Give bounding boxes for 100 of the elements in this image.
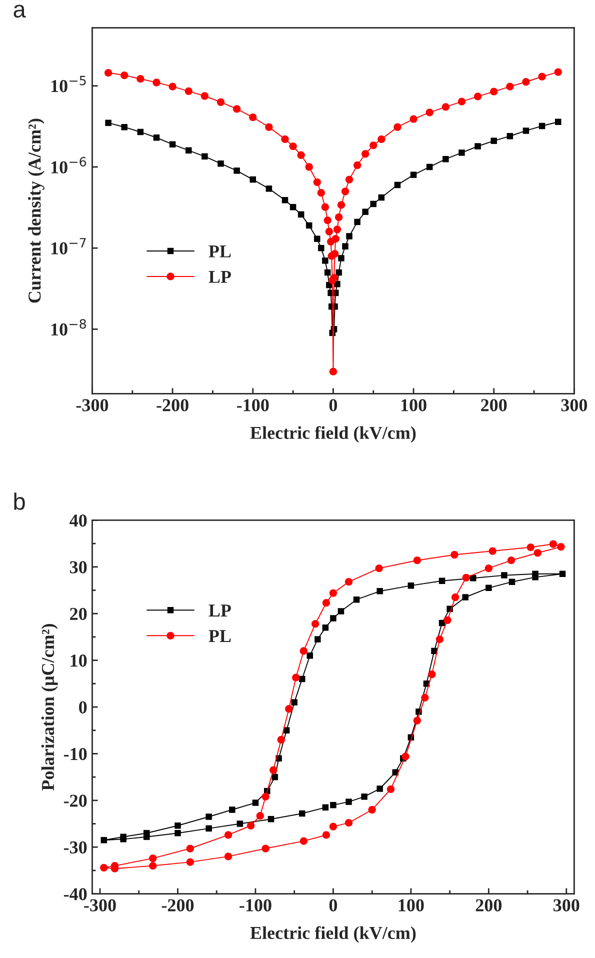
point: [236, 820, 244, 827]
point: [344, 578, 353, 586]
point: [306, 652, 314, 659]
point: [324, 216, 332, 224]
point: [526, 543, 534, 552]
point: [501, 572, 508, 578]
point: [120, 71, 128, 80]
y-tick-label: 10$^{−7}$: [51, 238, 86, 254]
point: [184, 87, 192, 95]
point: [338, 608, 344, 614]
point: [144, 834, 150, 840]
x-tick-label: -100: [236, 399, 269, 412]
point: [297, 151, 305, 159]
point: [174, 822, 181, 829]
point: [291, 699, 298, 706]
point: [341, 188, 350, 196]
point: [330, 250, 339, 258]
point: [321, 203, 329, 211]
point: [300, 837, 308, 845]
point: [206, 825, 212, 832]
point: [474, 143, 481, 150]
point: [337, 201, 346, 209]
point: [484, 564, 492, 572]
chart-title: a: [14, 4, 26, 18]
point: [522, 128, 530, 134]
point: [105, 120, 112, 126]
point: [298, 810, 306, 817]
point: [312, 620, 320, 628]
point: [246, 822, 255, 830]
chart-title: b: [14, 492, 25, 510]
point: [202, 153, 208, 160]
y-tick-label: 0: [79, 701, 87, 714]
point: [169, 141, 176, 148]
point: [370, 200, 376, 208]
point: [370, 141, 378, 150]
y-tick-label: -20: [64, 794, 87, 807]
point: [285, 705, 293, 713]
point: [375, 564, 383, 572]
point: [289, 142, 297, 150]
legend-label: PL: [208, 245, 231, 258]
point: [344, 819, 353, 827]
point: [329, 589, 338, 597]
point: [346, 233, 352, 240]
point: [322, 831, 330, 839]
x-tick-label: 0: [329, 399, 338, 412]
point: [185, 147, 192, 154]
point: [322, 804, 329, 811]
point: [330, 274, 338, 282]
point: [353, 596, 360, 603]
x-tick-label: 200: [476, 899, 502, 912]
x-tick-label: 200: [481, 399, 507, 412]
point: [216, 98, 225, 106]
point: [402, 752, 410, 760]
point: [322, 258, 328, 264]
point: [538, 122, 546, 130]
point: [462, 574, 470, 582]
point: [300, 647, 308, 655]
point: [333, 226, 342, 234]
point: [305, 163, 313, 171]
point: [149, 854, 157, 862]
point: [362, 150, 370, 158]
point: [104, 68, 112, 77]
point: [335, 213, 343, 222]
y-tick-label: 10$^{−8}$: [51, 319, 86, 336]
point: [426, 108, 434, 116]
point: [224, 852, 232, 860]
point: [438, 578, 446, 584]
point: [549, 540, 558, 548]
point: [266, 186, 272, 192]
y-tick-label: 30: [70, 561, 87, 574]
point: [554, 118, 562, 125]
x-tick-label: 300: [554, 899, 580, 912]
point: [330, 802, 336, 808]
point: [186, 844, 194, 852]
legend-label: PL: [208, 630, 231, 642]
point: [538, 72, 546, 80]
point: [442, 103, 450, 111]
point: [270, 766, 278, 774]
point: [394, 123, 402, 131]
point: [458, 150, 465, 156]
point: [508, 578, 516, 585]
point: [120, 836, 126, 842]
point: [292, 674, 300, 682]
x-tick-label: 0: [329, 899, 338, 912]
point: [426, 164, 433, 170]
point: [265, 123, 273, 131]
point: [272, 774, 278, 780]
point: [268, 816, 274, 822]
point: [386, 785, 395, 794]
legend-label: LP: [208, 604, 231, 616]
point: [152, 78, 160, 86]
point: [232, 105, 241, 113]
point: [218, 160, 224, 167]
y-tick-label: 10$^{−5}$: [51, 76, 86, 92]
point: [554, 68, 562, 76]
point: [488, 547, 496, 555]
point: [100, 864, 108, 872]
y-tick-label: -10: [64, 748, 87, 760]
point: [314, 236, 320, 242]
point: [229, 806, 236, 813]
